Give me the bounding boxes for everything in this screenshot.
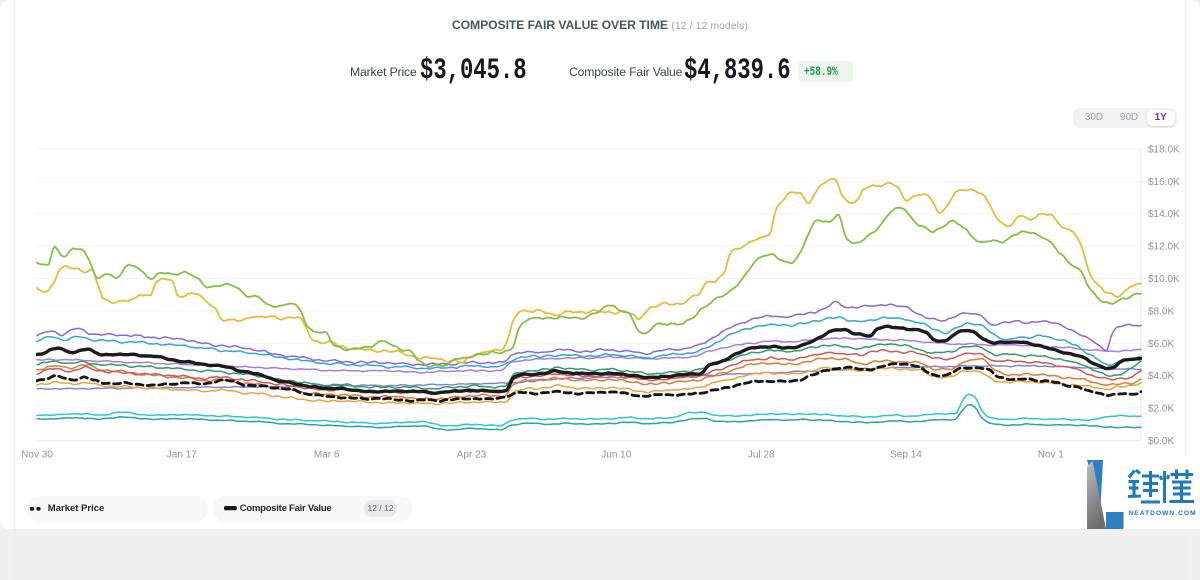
svg-text:Jan 17: Jan 17	[167, 450, 197, 461]
svg-text:$6.0K: $6.0K	[1148, 339, 1174, 350]
svg-text:NEATDOWN.COM: NEATDOWN.COM	[1129, 510, 1197, 517]
svg-text:Apr 23: Apr 23	[457, 450, 487, 461]
svg-text:$14.0K: $14.0K	[1148, 209, 1180, 220]
svg-text:$4.0K: $4.0K	[1148, 371, 1174, 382]
svg-text:$8.0K: $8.0K	[1148, 306, 1174, 317]
svg-text:$12.0K: $12.0K	[1148, 242, 1180, 253]
svg-text:$16.0K: $16.0K	[1148, 177, 1180, 188]
svg-text:Nov 30: Nov 30	[21, 450, 53, 461]
svg-text:Mar 6: Mar 6	[314, 450, 340, 461]
svg-text:Sep 14: Sep 14	[890, 450, 922, 461]
svg-text:$2.0K: $2.0K	[1148, 404, 1174, 415]
svg-text:$10.0K: $10.0K	[1148, 274, 1180, 285]
svg-text:Jul 28: Jul 28	[748, 450, 775, 461]
svg-text:$18.0K: $18.0K	[1148, 145, 1180, 156]
svg-text:$0.0K: $0.0K	[1148, 436, 1174, 447]
svg-text:Nov 1: Nov 1	[1038, 450, 1065, 461]
svg-text:Jun 10: Jun 10	[601, 450, 631, 461]
